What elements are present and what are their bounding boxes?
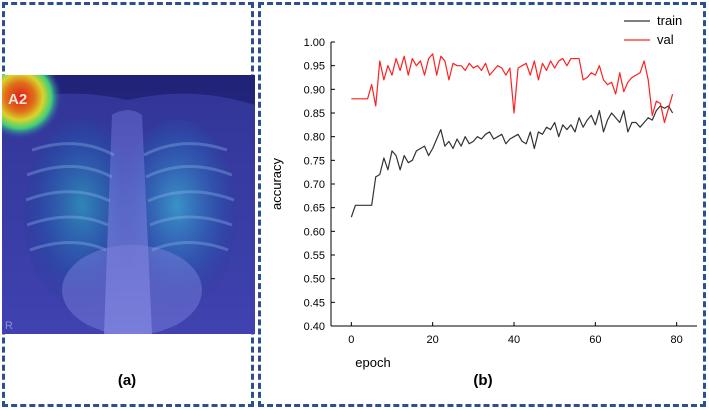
panel-b-frame [258, 2, 706, 407]
xray-heatmap-image: A2 R [2, 75, 255, 334]
xray-corner-label: R [5, 320, 13, 332]
caption-b: (b) [473, 372, 493, 389]
caption-a: (a) [117, 372, 137, 389]
heatmap-marker-label: A2 [8, 91, 27, 108]
